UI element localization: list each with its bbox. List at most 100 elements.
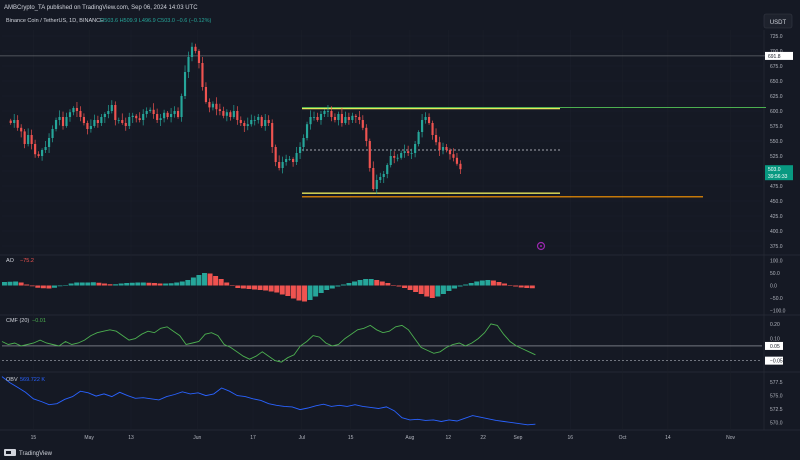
ao-bar: [107, 284, 113, 286]
candle-body: [114, 105, 117, 120]
ao-bar: [279, 285, 285, 295]
candle-body: [333, 117, 337, 120]
candle-body: [37, 154, 40, 156]
candle: [410, 148, 413, 159]
candle-body: [337, 114, 340, 120]
candle: [44, 141, 47, 153]
candle: [30, 129, 33, 150]
candle-body: [170, 114, 173, 117]
ao-bar: [7, 281, 13, 286]
candle: [459, 160, 462, 174]
candle-body: [386, 165, 389, 174]
candle: [54, 117, 58, 132]
candle: [65, 112, 68, 128]
candle-body: [61, 117, 65, 126]
candle: [431, 120, 434, 140]
candle: [389, 150, 392, 168]
candle: [201, 57, 204, 91]
candle: [225, 109, 228, 122]
ao-bar: [196, 275, 202, 286]
candle-body: [58, 117, 61, 120]
time-tick-label: 14: [665, 435, 671, 441]
ao-bar: [40, 285, 46, 289]
ao-bar: [268, 285, 274, 292]
candle: [117, 117, 120, 124]
obv-pane: [1, 376, 536, 426]
ao-bar: [424, 285, 430, 297]
candle: [396, 154, 399, 162]
candle-body: [340, 114, 343, 123]
candle: [135, 114, 138, 123]
ao-bar: [502, 283, 508, 286]
candle: [13, 114, 16, 128]
candle: [278, 155, 281, 171]
candle: [142, 109, 145, 126]
currency-button-bg[interactable]: [763, 13, 793, 29]
replay-marker-icon[interactable]: [536, 241, 546, 251]
ao-bar: [168, 283, 174, 286]
candle-body: [124, 123, 127, 126]
candle: [365, 124, 368, 147]
candle: [302, 134, 305, 152]
cmf-pane: [1, 323, 762, 363]
candle-body: [93, 120, 96, 126]
candle: [448, 148, 452, 160]
candle: [218, 103, 221, 116]
candle: [41, 148, 44, 161]
ao-bar: [340, 284, 346, 286]
candle-body: [180, 96, 183, 117]
ao-bar: [513, 285, 519, 287]
candle-body: [222, 111, 225, 116]
ao-bar: [324, 285, 330, 290]
candle-body: [382, 174, 385, 177]
candles[interactable]: [9, 42, 462, 194]
price-tick-label: 400.0: [770, 229, 783, 235]
candle-body: [358, 117, 361, 120]
symbol-legend[interactable]: Binance Coin / TetherUS, 1D, BINANCE: [6, 18, 104, 24]
candle-body: [455, 157, 459, 164]
ao-bar: [490, 280, 496, 286]
cmf-level-badge: [765, 356, 783, 365]
price-tick-label: 625.0: [770, 94, 783, 100]
ao-bar: [335, 285, 341, 287]
candle-body: [201, 63, 204, 87]
candle: [37, 151, 40, 158]
ao-bar: [390, 285, 396, 286]
currency-button[interactable]: USDT: [770, 20, 787, 26]
candle-body: [183, 72, 187, 96]
candle-body: [319, 114, 323, 120]
candle: [190, 42, 194, 62]
candle: [260, 115, 263, 128]
candle: [145, 107, 148, 118]
candle: [103, 112, 106, 123]
ao-bar: [446, 285, 452, 291]
candle-body: [431, 123, 434, 135]
ao-bar: [524, 285, 530, 288]
candle: [344, 111, 347, 125]
candle-body: [448, 150, 452, 155]
ao-bar: [229, 285, 235, 286]
candle: [333, 113, 337, 123]
tradingview-brand[interactable]: TradingView: [19, 451, 53, 457]
candle-body: [459, 163, 462, 170]
candle: [267, 115, 270, 126]
candle-body: [142, 114, 145, 120]
candle: [51, 125, 54, 143]
ao-tick-label: 50.0: [770, 271, 780, 277]
ao-bar: [435, 285, 441, 297]
time-tick-label: 15: [348, 435, 354, 441]
candle-body: [354, 115, 357, 117]
candle-body: [16, 120, 19, 128]
candle: [403, 144, 406, 158]
candle: [427, 113, 431, 125]
candle-body: [441, 147, 445, 150]
tradingview-logo-icon[interactable]: [4, 449, 16, 456]
candle: [229, 110, 232, 121]
candle-body: [131, 115, 134, 117]
ao-bar: [74, 282, 80, 286]
candle: [386, 163, 389, 179]
ao-bar: [357, 280, 363, 286]
ao-bar: [190, 277, 196, 286]
candle: [375, 174, 378, 194]
candle-body: [288, 159, 291, 160]
